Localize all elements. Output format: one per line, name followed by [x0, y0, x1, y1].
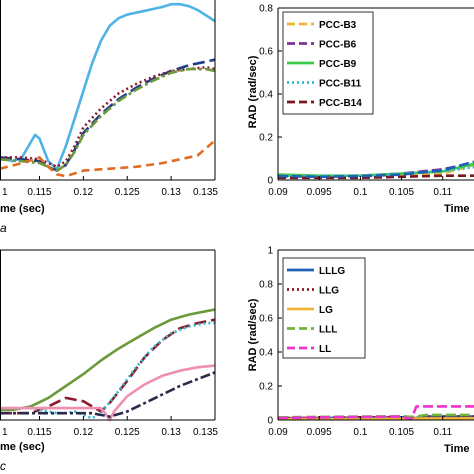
top-left-plot-area [0, 2, 216, 178]
series-line-0-0 [0, 2, 216, 170]
legend-label-llg: LLG [319, 286, 339, 297]
x-tick-label: 0.12 [74, 187, 94, 198]
y-tick-label: 0.4 [259, 90, 273, 101]
series-line-ll [277, 405, 474, 421]
series-line-pcc-b14 [278, 174, 474, 180]
series-line-0-2 [0, 65, 216, 169]
x-tick-label: 0.135 [193, 427, 218, 438]
x-tick-label: 0.09 [268, 187, 288, 198]
x-tick-label: 0.13 [161, 187, 181, 198]
top-left-xlabel: me (sec) [0, 203, 45, 215]
series-line-2-0 [0, 308, 216, 412]
series-line-1-5 [277, 160, 474, 179]
x-tick-label: 0.11 [433, 187, 452, 198]
legend-label-pcc-b9: PCC-B9 [319, 59, 357, 70]
x-tick-label: 0.1 [353, 427, 367, 438]
series-line-2-4 [0, 371, 216, 418]
x-tick-label: 0.105 [389, 427, 414, 438]
series-line-pcc-b9 [277, 162, 474, 177]
series-line-2-3 [0, 364, 216, 422]
y-tick-label: 0.2 [259, 133, 273, 144]
series-line-0-3 [0, 67, 216, 172]
x-tick-label: 0.125 [115, 187, 140, 198]
legend-label-pcc-b11: PCC-B11 [319, 79, 362, 90]
chart-bottom-left: 1 0.115 0.12 0.125 0.13 0.135 me (sec) c [0, 249, 218, 473]
bottom-left-plot-area [0, 308, 216, 422]
y-tick-label: 1 [267, 246, 273, 257]
bottom-right-ticks: 0.09 0.095 0.1 0.105 0.11 0 0.2 0.4 0.6 0.8 1 [259, 246, 452, 439]
x-tick-label: 0.13 [161, 427, 181, 438]
y-tick-label: 0 [267, 176, 273, 187]
series-line-0-4 [0, 139, 216, 178]
series-line-0-1 [0, 58, 216, 172]
y-tick-label: 0 [267, 416, 273, 427]
y-tick-label: 0.6 [259, 47, 273, 58]
bottom-right-ylabel: RAD (rad/sec) [247, 298, 259, 371]
top-left-panel-label: a [0, 221, 7, 235]
y-tick-label: 0.8 [259, 4, 273, 15]
x-tick-label: 1 [2, 187, 8, 198]
bottom-left-panel-label: c [0, 459, 6, 473]
x-tick-label: 0.135 [193, 187, 218, 198]
y-tick-label: 0.6 [259, 314, 273, 325]
bottom-right-xlabel: Time [444, 443, 469, 455]
chart-bottom-right: 0.09 0.095 0.1 0.105 0.11 0 0.2 0.4 0.6 0.8 1 RAD … [247, 246, 474, 455]
x-tick-label: 0.11 [433, 427, 452, 438]
y-tick-label: 0.2 [259, 382, 273, 393]
top-right-ticks: 0.09 0.095 0.1 0.105 0.11 0 0.2 0.4 0.6 0.8 [259, 4, 452, 199]
x-tick-label: 0.12 [74, 427, 94, 438]
x-tick-label: 0.09 [268, 427, 288, 438]
x-tick-label: 0.115 [27, 427, 52, 438]
series-line-pcc-b11 [277, 165, 474, 178]
x-tick-label: 0.095 [307, 427, 332, 438]
bottom-right-plot-area [277, 405, 474, 421]
legend-label-lll: LLL [319, 325, 337, 336]
y-tick-label: 0.4 [259, 348, 273, 359]
top-right-legend-entries: PCC-B3 PCC-B6 PCC-B9 PCC-B11 PCC-B14 [287, 20, 362, 109]
legend-label-ll: LL [319, 344, 331, 355]
bottom-left-xlabel: me (sec) [0, 441, 45, 453]
legend-label-pcc-b6: PCC-B6 [319, 40, 357, 51]
series-line-2-1 [0, 318, 216, 415]
x-tick-label: 0.125 [115, 427, 140, 438]
series-line-lll [277, 413, 474, 419]
legend-label-pcc-b3: PCC-B3 [319, 20, 357, 31]
x-tick-label: 0.1 [353, 187, 367, 198]
legend-label-lllg: LLLG [319, 266, 345, 277]
chart-top-left: 1 0.115 0.12 0.125 0.13 0.135 me (sec) a [0, 0, 218, 235]
top-right-xlabel: Time [444, 203, 469, 215]
top-right-ylabel: RAD (rad/sec) [247, 55, 259, 128]
legend-label-pcc-b14: PCC-B14 [319, 98, 362, 109]
y-tick-label: 0.8 [259, 280, 273, 291]
top-left-ticks: 1 0.115 0.12 0.125 0.13 0.135 [2, 176, 218, 198]
x-tick-label: 0.095 [307, 187, 332, 198]
series-line-2-2 [0, 321, 215, 420]
legend-label-lg: LG [319, 305, 333, 316]
x-tick-label: 1 [2, 427, 8, 438]
chart-top-right: 0.09 0.095 0.1 0.105 0.11 0 0.2 0.4 0.6 0.8 RAD (… [247, 4, 474, 215]
top-right-legend: PCC-B3 PCC-B6 PCC-B9 PCC-B11 PCC-B14 [282, 11, 374, 115]
top-right-plot-area [277, 160, 474, 180]
x-tick-label: 0.105 [389, 187, 414, 198]
bottom-left-ticks: 1 0.115 0.12 0.125 0.13 0.135 [2, 416, 218, 438]
x-tick-label: 0.115 [27, 187, 52, 198]
